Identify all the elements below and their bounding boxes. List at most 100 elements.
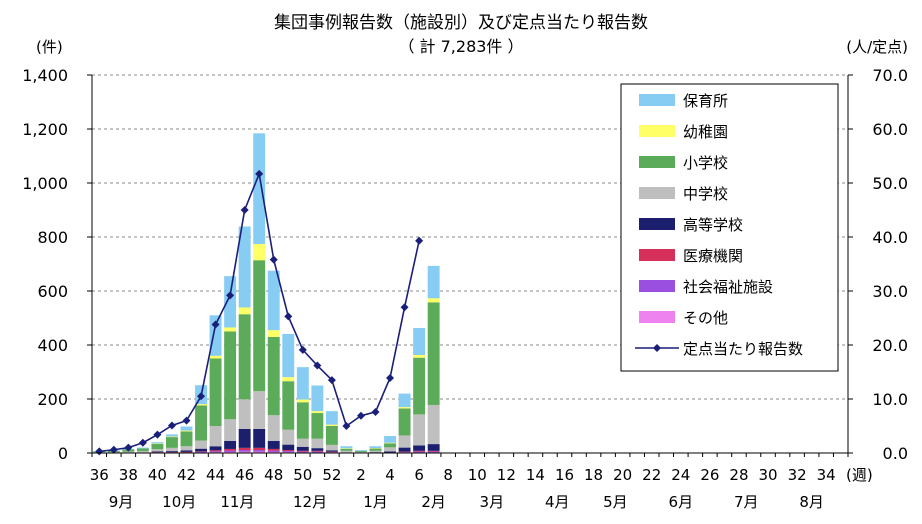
chart-title: 集団事例報告数（施設別）及び定点当たり報告数 [274, 13, 648, 33]
bar-segment [398, 407, 411, 409]
bar-segment [325, 451, 338, 453]
line-point [182, 416, 191, 425]
bar-segment [398, 435, 411, 448]
bar-segment [413, 354, 426, 358]
right-tick-label: 10.0 [872, 390, 908, 409]
bar-segment [311, 448, 324, 451]
bar-segment [369, 446, 382, 449]
week-tick-label: 6 [414, 466, 424, 484]
bar-segment [166, 447, 178, 452]
bar-segment [398, 451, 411, 453]
legend-line-marker [653, 344, 661, 352]
bar-segment [369, 448, 382, 449]
bar-segment [253, 451, 266, 453]
line-point [240, 206, 249, 214]
legend-label: 社会福祉施設 [683, 278, 773, 296]
bar-segment [384, 442, 396, 444]
bar-segment [238, 307, 251, 315]
week-tick-label: 14 [526, 466, 545, 484]
line-point [371, 407, 380, 416]
line-point [327, 376, 336, 385]
bar-segment [238, 226, 251, 308]
line-point [255, 169, 264, 178]
left-tick-label: 1,000 [22, 174, 68, 193]
chart-subtitle: （ 計 7,283件 ） [398, 37, 523, 56]
bar-segment [384, 447, 396, 452]
bar-segment [253, 428, 266, 448]
bar-segment [413, 450, 426, 452]
bar-segment [369, 448, 382, 451]
bar-segment [180, 451, 193, 453]
week-tick-label: 4 [385, 466, 395, 484]
right-tick-label: 40.0 [872, 228, 908, 247]
week-tick-label: 46 [235, 466, 254, 484]
week-tick-label: 30 [758, 466, 777, 484]
bar-segment [151, 452, 164, 453]
bar-segment [325, 450, 338, 452]
bar-segment [340, 446, 353, 449]
bar-segment [413, 414, 426, 446]
line-point [342, 422, 351, 430]
bar-segment [282, 429, 295, 445]
bar-segment [325, 411, 338, 425]
bar-segment [340, 448, 353, 451]
bar-segment [296, 438, 309, 447]
bar-segment [195, 440, 207, 449]
bar-segment [282, 450, 295, 452]
bar-segment [282, 333, 295, 378]
bar-segment [267, 415, 280, 441]
bar-segment [355, 450, 367, 451]
legend-label: 小学校 [683, 154, 728, 172]
bar-segment [253, 450, 266, 452]
bar-segment [195, 448, 207, 452]
right-tick-label: 30.0 [872, 282, 908, 301]
bar-segment [413, 445, 426, 451]
bar-segment [427, 265, 440, 299]
month-label: 11月 [220, 493, 254, 511]
bar-segment [122, 451, 135, 453]
bar-segment [224, 419, 237, 441]
line-point [415, 236, 424, 245]
right-tick-label: 0.0 [883, 444, 908, 463]
legend-swatch [639, 218, 675, 230]
bar-segment [427, 450, 440, 452]
left-tick-label: 800 [37, 228, 68, 247]
bar-segment [166, 436, 178, 438]
line-point [95, 447, 104, 456]
bar-segment [296, 399, 309, 403]
week-tick-label: 44 [206, 466, 225, 484]
bar-segment [136, 447, 149, 449]
bar-segment [267, 336, 280, 416]
bar-segment [384, 443, 396, 448]
legend-swatch [639, 280, 675, 292]
bar-segment [398, 408, 411, 436]
bar-segment [253, 260, 266, 392]
week-tick-label: 36 [90, 466, 109, 484]
bar-segment [384, 435, 396, 443]
month-label: 12月 [293, 493, 327, 511]
line-point [138, 438, 147, 447]
bar-segment [195, 405, 207, 441]
bar-segment [398, 452, 411, 453]
bar-segment [151, 443, 164, 445]
bar-segment [427, 444, 440, 451]
bar-segment [238, 428, 251, 448]
bar-segment [224, 276, 237, 328]
bar-segment [296, 451, 309, 453]
week-tick-label: 48 [264, 466, 283, 484]
bar-segment [180, 431, 193, 447]
left-tick-label: 1,400 [22, 66, 68, 85]
bar-segment [311, 411, 324, 414]
week-tick-label: 50 [293, 466, 312, 484]
bar-segment [151, 449, 164, 452]
left-axis-unit: (件) [36, 38, 63, 56]
bar-segment [296, 450, 309, 452]
legend-swatch [639, 125, 675, 137]
line-point [124, 443, 133, 452]
week-tick-label: 10 [468, 466, 487, 484]
bar-segment [311, 451, 324, 453]
legend-label: 高等学校 [683, 216, 743, 234]
bar-segment [253, 391, 266, 429]
month-label: 6月 [669, 493, 694, 511]
